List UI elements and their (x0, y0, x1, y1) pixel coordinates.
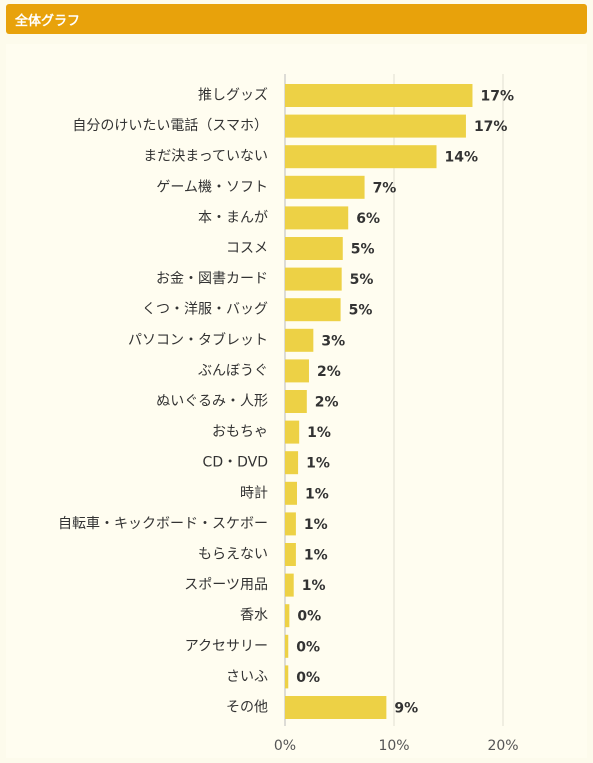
value-label: 1% (307, 425, 331, 441)
category-label: ぶんぼうぐ (198, 363, 268, 379)
value-label: 1% (304, 517, 328, 533)
bar (285, 359, 309, 383)
category-label: 香水 (240, 608, 268, 624)
category-label: 本・まんが (198, 210, 268, 226)
value-label: 6% (356, 211, 380, 227)
category-label: もらえない (198, 547, 268, 563)
bar (285, 420, 300, 444)
value-label: 2% (317, 364, 341, 380)
value-label: 5% (349, 303, 373, 319)
chart-header-title: 全体グラフ (15, 13, 81, 29)
bar (285, 634, 289, 658)
value-label: 2% (315, 395, 339, 411)
category-label: ゲーム機・ソフト (156, 179, 268, 195)
bar (285, 696, 387, 719)
category-label: アクセサリー (185, 638, 268, 654)
category-label: その他 (226, 700, 268, 716)
value-label: 0% (296, 670, 320, 686)
x-tick-label: 20% (487, 738, 518, 754)
category-label: 自分のけいたい電話（スマホ） (72, 117, 268, 134)
category-label: 推しグッズ (198, 88, 268, 104)
bar (285, 175, 365, 199)
bar (285, 84, 473, 107)
bar (285, 267, 342, 291)
bar (285, 298, 341, 322)
bar (285, 481, 297, 505)
value-label: 1% (305, 486, 329, 502)
value-label: 0% (297, 609, 321, 625)
bar (285, 451, 299, 475)
bar (285, 145, 437, 169)
value-label: 17% (480, 89, 514, 105)
category-label: まだ決まっていない (143, 149, 268, 165)
x-tick-label: 0% (274, 738, 296, 754)
value-label: 17% (474, 119, 508, 135)
bar (285, 390, 307, 413)
category-label: ぬいぐるみ・人形 (156, 394, 268, 410)
bar (285, 665, 289, 689)
chart-header: 全体グラフ (6, 4, 587, 34)
category-label: お金・図書カード (156, 271, 268, 287)
value-label: 3% (321, 333, 345, 349)
value-label: 0% (296, 639, 320, 655)
category-label: コスメ (226, 241, 268, 257)
value-label: 5% (350, 272, 374, 288)
bar (285, 206, 349, 230)
bar (285, 573, 294, 597)
category-label: 時計 (240, 485, 268, 501)
bar (285, 604, 290, 628)
category-label: パソコン・タブレット (128, 331, 268, 348)
category-label: CD・DVD (203, 455, 268, 471)
category-label: 自転車・キックボード・スケボー (58, 515, 268, 532)
category-label: さいふ (226, 669, 268, 685)
value-label: 14% (445, 150, 479, 166)
x-tick-label: 10% (378, 738, 409, 754)
bar (285, 328, 314, 352)
value-label: 1% (304, 548, 328, 564)
value-label: 9% (394, 701, 418, 717)
bar (285, 512, 296, 536)
category-label: スポーツ用品 (184, 577, 268, 593)
value-label: 5% (351, 242, 375, 258)
value-label: 1% (306, 456, 330, 472)
category-label: おもちゃ (212, 424, 268, 440)
bar (285, 114, 466, 138)
category-label: くつ・洋服・バッグ (142, 302, 268, 318)
value-label: 7% (373, 180, 397, 196)
value-label: 1% (302, 578, 326, 594)
bar (285, 237, 343, 260)
bar (285, 543, 296, 566)
